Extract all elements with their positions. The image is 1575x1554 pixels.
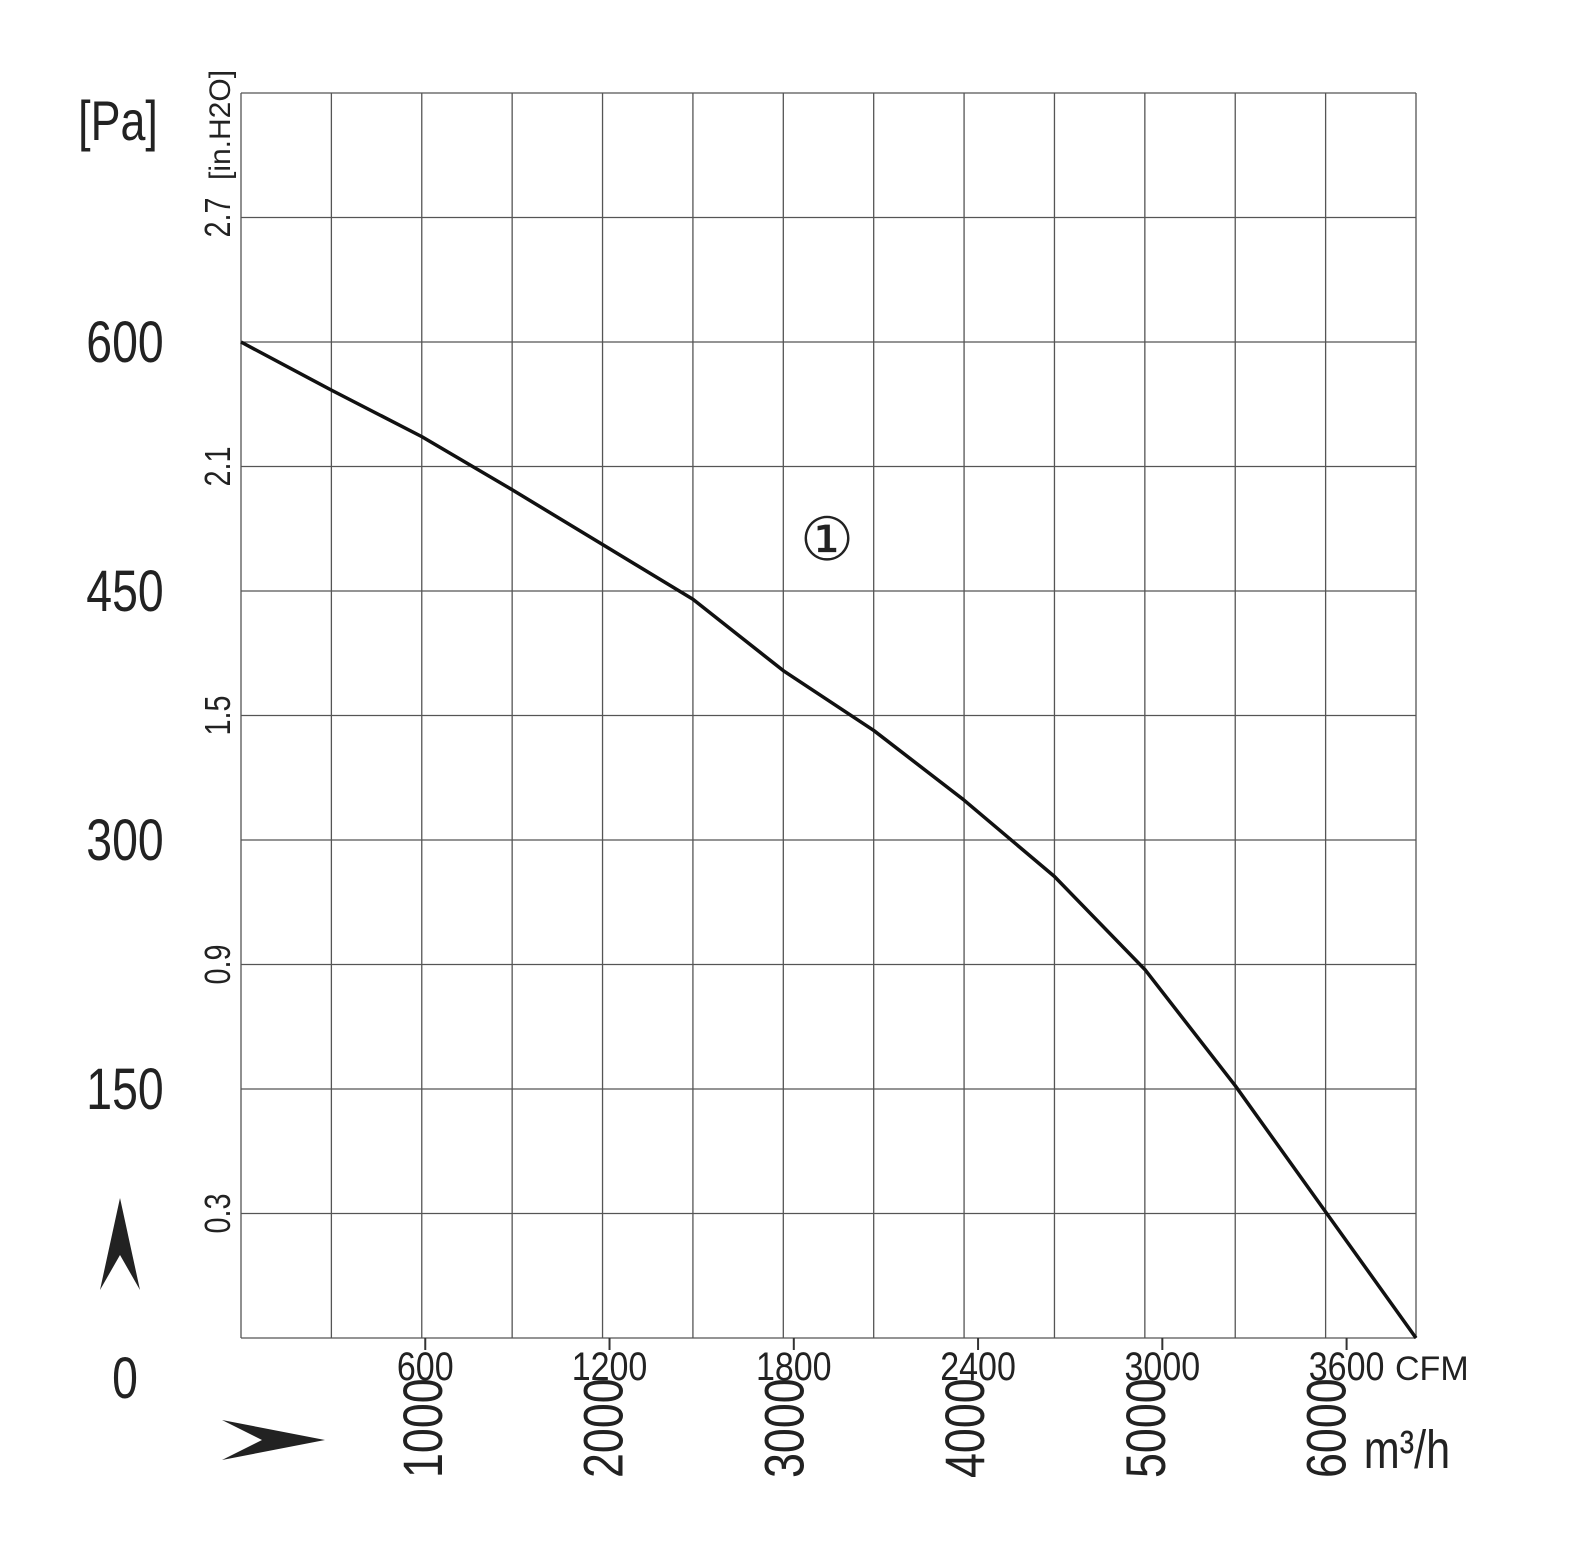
y2-tick-label: 2.7 xyxy=(197,197,238,237)
y-tick-label: 450 xyxy=(86,559,163,624)
x2-unit: CFM xyxy=(1395,1350,1469,1388)
y2-unit: [in.H2O] xyxy=(204,70,237,180)
x-tick-label: 3000 xyxy=(753,1378,816,1478)
curve-annotation: ① xyxy=(800,506,854,573)
x-tick-label: 2000 xyxy=(572,1378,635,1478)
x-arrow xyxy=(222,1420,325,1460)
y2-tick-label: 0.3 xyxy=(197,1193,238,1233)
x2-tick-label: 3600 xyxy=(1309,1343,1385,1388)
x-tick-label: 6000 xyxy=(1295,1378,1358,1478)
x-tick-label: 4000 xyxy=(933,1378,996,1478)
y-tick-label: 0 xyxy=(112,1346,138,1411)
x2-tick-label: 600 xyxy=(397,1343,454,1388)
x2-tick-label: 1800 xyxy=(756,1343,832,1388)
x-tick-label: 5000 xyxy=(1114,1378,1177,1478)
y2-tick-label: 1.5 xyxy=(197,695,238,735)
y2-tick-label: 0.9 xyxy=(197,944,238,984)
y-arrow xyxy=(100,1198,140,1290)
x-tick-label: 1000 xyxy=(391,1378,454,1478)
x2-tick-label: 1200 xyxy=(572,1343,648,1388)
y-tick-label: 150 xyxy=(86,1057,163,1122)
y2-tick-label: 2.1 xyxy=(197,446,238,486)
y-tick-label: 600 xyxy=(86,310,163,375)
curve xyxy=(240,340,1418,1340)
y-unit: [Pa] xyxy=(78,89,158,152)
x2-tick-label: 3000 xyxy=(1125,1343,1201,1388)
x2-tick-label: 2400 xyxy=(940,1343,1016,1388)
y-tick-label: 300 xyxy=(86,808,163,873)
x-unit: m³/h xyxy=(1364,1421,1450,1481)
